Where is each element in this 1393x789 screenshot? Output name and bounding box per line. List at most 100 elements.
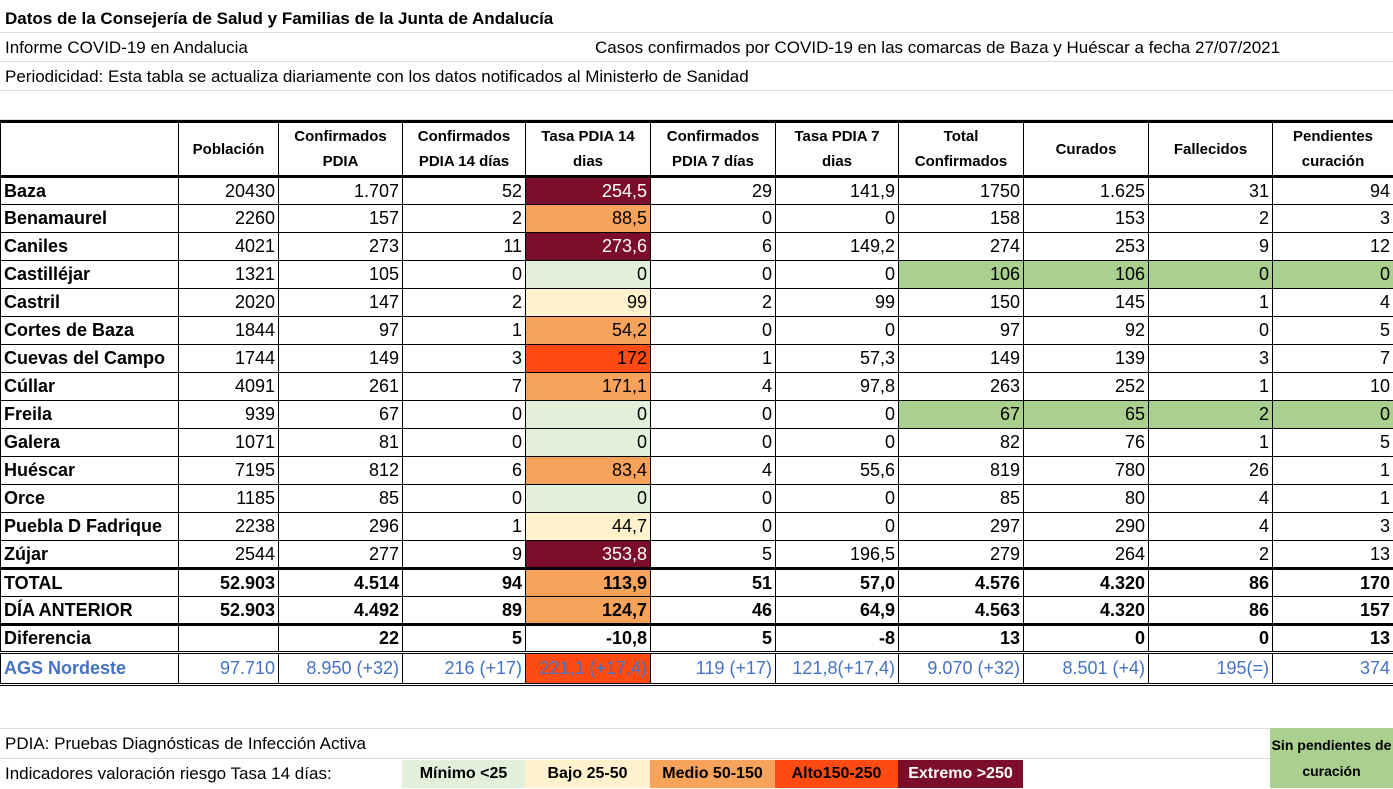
municipality-name[interactable]: Zújar [1,541,179,569]
cell-pendientes-curaci-n[interactable]: 10 [1273,373,1393,401]
cell-fallecidos[interactable]: 2 [1149,541,1273,569]
cell-confirmados-pdia[interactable]: 81 [279,429,403,457]
cell-pendientes-curaci-n[interactable]: 1 [1273,457,1393,485]
cell-confirmados-pdia-7-d-as[interactable]: 51 [651,569,776,597]
cell-confirmados-pdia-7-d-as[interactable]: 5 [651,625,776,653]
cell-confirmados-pdia-14-d-as[interactable]: 89 [403,597,526,625]
cell-tasa-pdia-7-dias[interactable]: 97,8 [776,373,899,401]
cell-tasa-pdia-7-dias[interactable]: 0 [776,513,899,541]
cell-tasa-pdia-14-dias[interactable]: 0 [526,401,651,429]
cell-tasa-pdia-14-dias[interactable]: 273,6 [526,233,651,261]
cell-confirmados-pdia[interactable]: 67 [279,401,403,429]
cell-confirmados-pdia[interactable]: 22 [279,625,403,653]
cell-confirmados-pdia-7-d-as[interactable]: 4 [651,457,776,485]
cell-tasa-pdia-14-dias[interactable]: 0 [526,485,651,513]
municipality-name[interactable]: Freila [1,401,179,429]
municipality-name[interactable]: AGS Nordeste [1,653,179,685]
cell-fallecidos[interactable]: 86 [1149,597,1273,625]
cell-tasa-pdia-14-dias[interactable]: 54,2 [526,317,651,345]
cell-fallecidos[interactable]: 0 [1149,625,1273,653]
cell-tasa-pdia-14-dias[interactable]: 254,5 [526,177,651,205]
cell-pendientes-curaci-n[interactable]: 1 [1273,485,1393,513]
cell-confirmados-pdia-14-d-as[interactable]: 1 [403,317,526,345]
municipality-name[interactable]: Orce [1,485,179,513]
cell-fallecidos[interactable]: 26 [1149,457,1273,485]
cell-total-confirmados[interactable]: 13 [899,625,1024,653]
cell-confirmados-pdia-7-d-as[interactable]: 0 [651,205,776,233]
cell-confirmados-pdia[interactable]: 147 [279,289,403,317]
cell-tasa-pdia-7-dias[interactable]: 0 [776,205,899,233]
municipality-name[interactable]: Puebla D Fadrique [1,513,179,541]
cell-tasa-pdia-14-dias[interactable]: 83,4 [526,457,651,485]
cell-fallecidos[interactable]: 9 [1149,233,1273,261]
cell-tasa-pdia-7-dias[interactable]: 0 [776,429,899,457]
cell-fallecidos[interactable]: 4 [1149,513,1273,541]
cell-confirmados-pdia-14-d-as[interactable]: 0 [403,261,526,289]
cell-confirmados-pdia-14-d-as[interactable]: 0 [403,485,526,513]
cell-confirmados-pdia[interactable]: 85 [279,485,403,513]
cell-poblaci-n[interactable]: 20430 [179,177,279,205]
cell-curados[interactable]: 1.625 [1024,177,1149,205]
cell-confirmados-pdia[interactable]: 812 [279,457,403,485]
municipality-name[interactable]: Galera [1,429,179,457]
cell-confirmados-pdia-7-d-as[interactable]: 29 [651,177,776,205]
cell-total-confirmados[interactable]: 4.563 [899,597,1024,625]
municipality-name[interactable]: TOTAL [1,569,179,597]
cell-curados[interactable]: 253 [1024,233,1149,261]
cell-tasa-pdia-7-dias[interactable]: 99 [776,289,899,317]
cell-curados[interactable]: 76 [1024,429,1149,457]
cell-confirmados-pdia-14-d-as[interactable]: 0 [403,429,526,457]
cell-pendientes-curaci-n[interactable]: 7 [1273,345,1393,373]
cell-curados[interactable]: 780 [1024,457,1149,485]
cell-confirmados-pdia-14-d-as[interactable]: 2 [403,205,526,233]
cell-poblaci-n[interactable]: 1071 [179,429,279,457]
cell-fallecidos[interactable]: 3 [1149,345,1273,373]
cell-poblaci-n[interactable]: 52.903 [179,597,279,625]
cell-pendientes-curaci-n[interactable]: 12 [1273,233,1393,261]
cell-confirmados-pdia-14-d-as[interactable]: 9 [403,541,526,569]
cell-poblaci-n[interactable]: 2020 [179,289,279,317]
cell-curados[interactable]: 153 [1024,205,1149,233]
cell-pendientes-curaci-n[interactable]: 3 [1273,513,1393,541]
cell-total-confirmados[interactable]: 819 [899,457,1024,485]
cell-confirmados-pdia-14-d-as[interactable]: 2 [403,289,526,317]
municipality-name[interactable]: Diferencia [1,625,179,653]
cell-confirmados-pdia-7-d-as[interactable]: 2 [651,289,776,317]
cell-confirmados-pdia[interactable]: 4.492 [279,597,403,625]
cell-tasa-pdia-14-dias[interactable]: 124,7 [526,597,651,625]
cell-total-confirmados[interactable]: 9.070 (+32) [899,653,1024,685]
cell-pendientes-curaci-n[interactable]: 157 [1273,597,1393,625]
cell-poblaci-n[interactable]: 2544 [179,541,279,569]
cell-confirmados-pdia-7-d-as[interactable]: 0 [651,513,776,541]
cell-curados[interactable]: 4.320 [1024,597,1149,625]
cell-curados[interactable]: 80 [1024,485,1149,513]
cell-fallecidos[interactable]: 86 [1149,569,1273,597]
cell-total-confirmados[interactable]: 149 [899,345,1024,373]
cell-confirmados-pdia[interactable]: 149 [279,345,403,373]
cell-total-confirmados[interactable]: 297 [899,513,1024,541]
cell-total-confirmados[interactable]: 150 [899,289,1024,317]
cell-fallecidos[interactable]: 0 [1149,317,1273,345]
cell-poblaci-n[interactable]: 1321 [179,261,279,289]
cell-tasa-pdia-7-dias[interactable]: 141,9 [776,177,899,205]
cell-pendientes-curaci-n[interactable]: 0 [1273,261,1393,289]
cell-curados[interactable]: 8.501 (+4) [1024,653,1149,685]
cell-pendientes-curaci-n[interactable]: 3 [1273,205,1393,233]
cell-fallecidos[interactable]: 2 [1149,205,1273,233]
cell-confirmados-pdia-14-d-as[interactable]: 52 [403,177,526,205]
cell-curados[interactable]: 0 [1024,625,1149,653]
cell-confirmados-pdia-7-d-as[interactable]: 5 [651,541,776,569]
cell-pendientes-curaci-n[interactable]: 0 [1273,401,1393,429]
cell-pendientes-curaci-n[interactable]: 5 [1273,429,1393,457]
cell-curados[interactable]: 92 [1024,317,1149,345]
cell-confirmados-pdia[interactable]: 97 [279,317,403,345]
cell-curados[interactable]: 264 [1024,541,1149,569]
cell-confirmados-pdia-14-d-as[interactable]: 11 [403,233,526,261]
cell-confirmados-pdia[interactable]: 8.950 (+32) [279,653,403,685]
cell-confirmados-pdia-14-d-as[interactable]: 6 [403,457,526,485]
cell-tasa-pdia-14-dias[interactable]: 0 [526,261,651,289]
cell-fallecidos[interactable]: 2 [1149,401,1273,429]
cell-poblaci-n[interactable] [179,625,279,653]
cell-tasa-pdia-7-dias[interactable]: 0 [776,401,899,429]
cell-total-confirmados[interactable]: 274 [899,233,1024,261]
